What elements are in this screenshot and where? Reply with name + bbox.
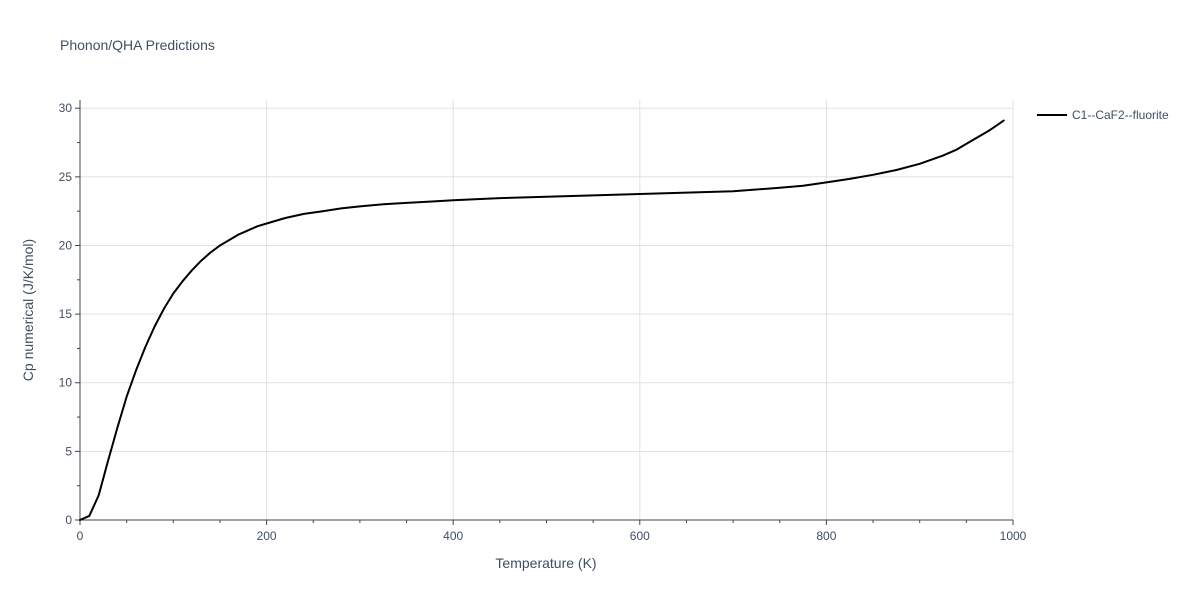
y-axis-ticks: 0 5 10 15 20 25 30	[59, 101, 73, 527]
x-tick-label: 400	[443, 529, 463, 543]
chart-title: Phonon/QHA Predictions	[60, 37, 215, 53]
y-tick-label: 30	[59, 101, 73, 115]
y-tick-label: 0	[65, 513, 72, 527]
x-axis-title: Temperature (K)	[495, 555, 596, 571]
x-axis-ticks: 0 200 400 600 800 1000	[77, 529, 1027, 543]
x-tick-label: 1000	[1000, 529, 1027, 543]
y-tick-label: 25	[59, 170, 73, 184]
axes	[75, 100, 1014, 525]
x-tick-label: 800	[816, 529, 836, 543]
y-axis-title: Cp numerical (J/K/mol)	[20, 239, 36, 381]
y-tick-label: 5	[65, 444, 72, 458]
y-tick-label: 15	[59, 307, 73, 321]
x-tick-label: 0	[77, 529, 84, 543]
y-tick-label: 10	[59, 376, 73, 390]
x-tick-label: 600	[630, 529, 650, 543]
legend-label: C1--CaF2--fluorite	[1072, 108, 1169, 122]
grid	[80, 100, 1014, 520]
y-tick-label: 20	[59, 238, 73, 252]
x-tick-label: 200	[257, 529, 277, 543]
plot-area	[79, 119, 1005, 521]
series-line[interactable]	[79, 119, 1005, 521]
legend[interactable]: C1--CaF2--fluorite	[1037, 108, 1169, 122]
